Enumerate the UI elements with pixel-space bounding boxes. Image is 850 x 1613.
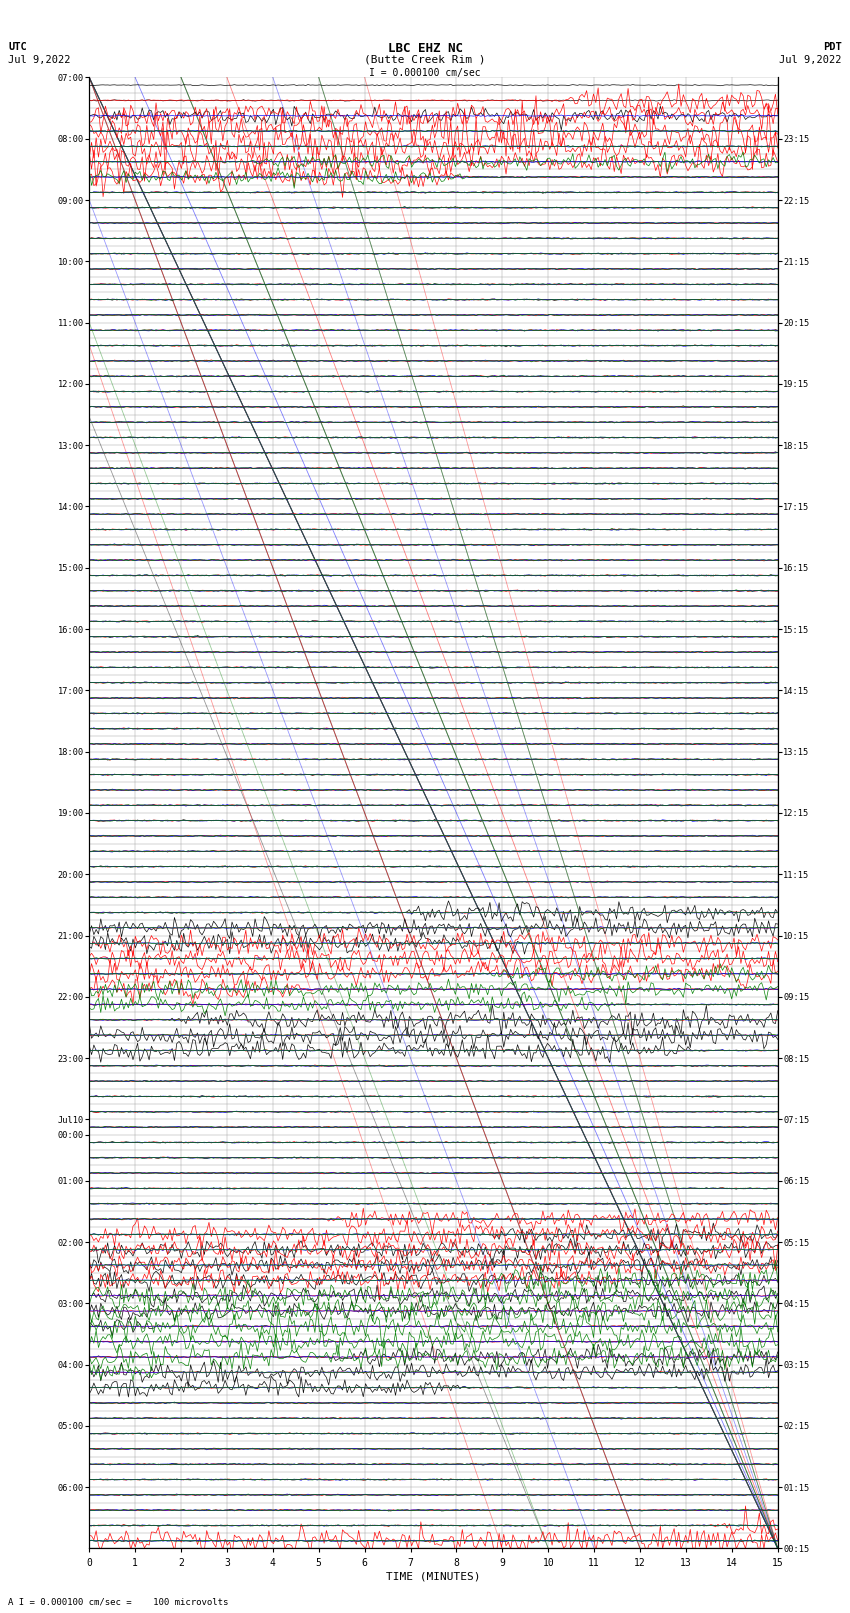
Text: I = 0.000100 cm/sec: I = 0.000100 cm/sec (369, 68, 481, 77)
Text: Jul 9,2022: Jul 9,2022 (8, 55, 71, 65)
Text: LBC EHZ NC: LBC EHZ NC (388, 42, 462, 55)
Text: Jul 9,2022: Jul 9,2022 (779, 55, 842, 65)
X-axis label: TIME (MINUTES): TIME (MINUTES) (386, 1571, 481, 1582)
Text: UTC: UTC (8, 42, 27, 52)
Text: (Butte Creek Rim ): (Butte Creek Rim ) (365, 55, 485, 65)
Text: A I = 0.000100 cm/sec =    100 microvolts: A I = 0.000100 cm/sec = 100 microvolts (8, 1597, 229, 1607)
Text: PDT: PDT (823, 42, 842, 52)
